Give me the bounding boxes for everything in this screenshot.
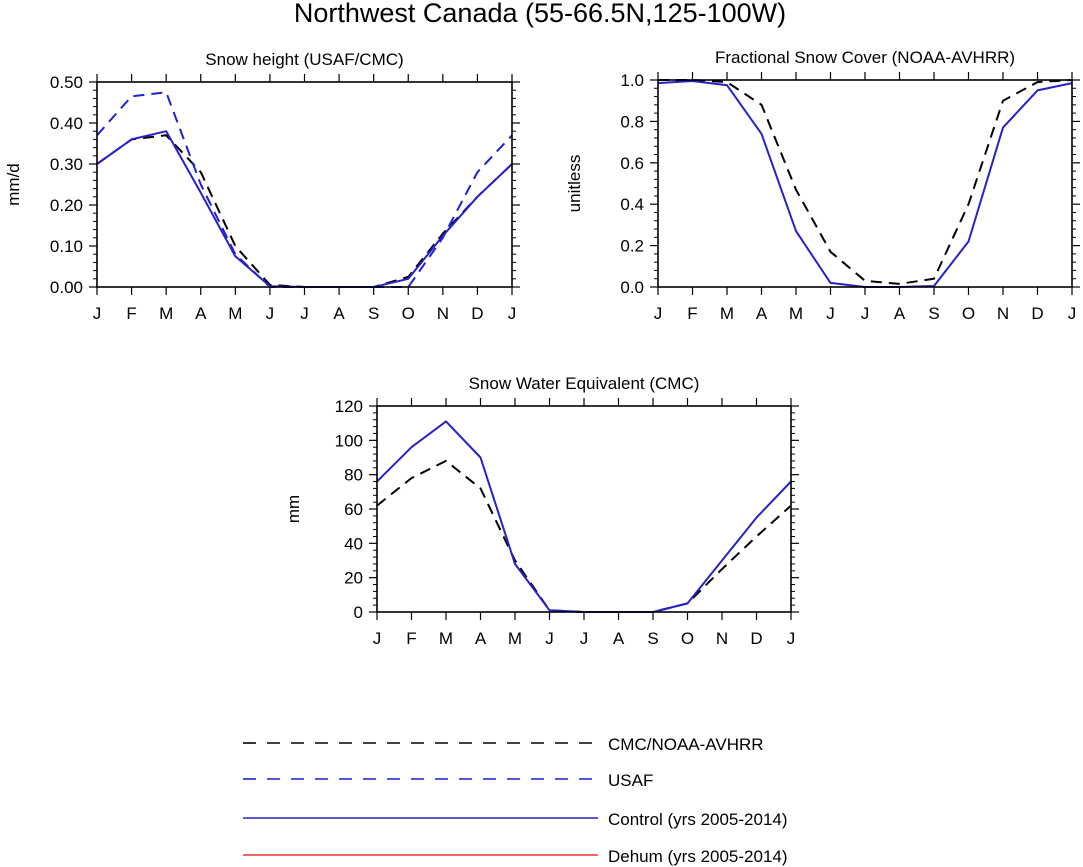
- chart2-xtick-label: F: [406, 629, 416, 648]
- chart0-ytick-label: 0.30: [50, 155, 83, 174]
- chart2-xtick-label: A: [475, 629, 487, 648]
- chart1-series-control: [657, 80, 1073, 288]
- chart1-xtick-label: M: [720, 304, 734, 323]
- chart2-ytick-label: 120: [335, 397, 363, 416]
- chart1-xtick-label: A: [894, 304, 906, 323]
- chart0-xtick-label: A: [195, 304, 207, 323]
- chart0-ytick-label: 0.00: [50, 278, 83, 297]
- legend-entry-cmc: CMC/NOAA-AVHRR: [243, 735, 764, 754]
- chart1-xtick-label: J: [826, 304, 835, 323]
- chart0-xtick-label: J: [300, 304, 309, 323]
- chart2-title: Snow Water Equivalent (CMC): [469, 374, 700, 393]
- legend: CMC/NOAA-AVHRR USAF Control (yrs 2005-20…: [243, 735, 788, 866]
- chart2-plot-frame: [376, 405, 792, 613]
- chart1-xtick-label: D: [1031, 304, 1043, 323]
- legend-label-control: Control (yrs 2005-2014): [608, 810, 788, 829]
- chart1-plot-frame: [657, 79, 1073, 288]
- chart1-ytick-label: 0.8: [620, 112, 644, 131]
- chart2-xtick-label: J: [545, 629, 554, 648]
- chart1-ylabel: unitless: [565, 155, 584, 213]
- chart1-ytick-label: 1.0: [620, 71, 644, 90]
- chart0-xtick-label: M: [159, 304, 173, 323]
- chart2-ytick-label: 40: [344, 534, 363, 553]
- chart2-xtick-label: J: [787, 629, 796, 648]
- legend-label-usaf: USAF: [608, 771, 653, 790]
- chart2-ytick-label: 100: [335, 431, 363, 450]
- chart1-xtick-label: N: [997, 304, 1009, 323]
- chart1-ytick-label: 0.0: [620, 278, 644, 297]
- chart0-xtick-label: J: [266, 304, 275, 323]
- chart1-title: Fractional Snow Cover (NOAA-AVHRR): [715, 48, 1015, 67]
- chart0-title: Snow height (USAF/CMC): [205, 50, 403, 69]
- chart1-xtick-label: O: [962, 304, 975, 323]
- chart0-xtick-label: O: [402, 304, 415, 323]
- chart0-xtick-label: S: [368, 304, 379, 323]
- figure-title: Northwest Canada (55-66.5N,125-100W): [294, 0, 786, 28]
- chart0-series-usaf: [96, 91, 513, 288]
- chart2-ylabel: mm: [284, 495, 303, 523]
- legend-label-dehum: Dehum (yrs 2005-2014): [608, 847, 788, 866]
- swe-panel: Snow Water Equivalent (CMC) mm 0 20 40 60 80 10…: [284, 374, 799, 648]
- chart0-ytick-label: 0.50: [50, 73, 83, 92]
- snow-height-panel: Snow height (USAF/CMC) mm/d 0.00 0.10 0.20 0.…: [4, 50, 520, 323]
- chart0-xtick-label: M: [228, 304, 242, 323]
- chart2-xtick-label: D: [750, 629, 762, 648]
- chart0-xtick-label: J: [508, 304, 517, 323]
- chart2-ytick-label: 80: [344, 466, 363, 485]
- chart2-ytick-label: 20: [344, 569, 363, 588]
- chart0-xtick-label: J: [93, 304, 102, 323]
- chart1-xtick-label: M: [789, 304, 803, 323]
- legend-entry-dehum: Dehum (yrs 2005-2014): [243, 847, 788, 866]
- chart2-ytick-label: 0: [354, 603, 363, 622]
- chart1-xtick-label: J: [861, 304, 870, 323]
- chart2-xtick-label: J: [580, 629, 589, 648]
- chart2-xtick-label: N: [716, 629, 728, 648]
- snow-cover-panel: Fractional Snow Cover (NOAA-AVHRR) unitle…: [565, 48, 1080, 323]
- chart2-xtick-label: J: [373, 629, 382, 648]
- chart1-xtick-label: A: [756, 304, 768, 323]
- chart2-series-control: [376, 420, 792, 613]
- chart1-xtick-label: S: [928, 304, 939, 323]
- chart1-xtick-label: F: [687, 304, 697, 323]
- chart0-ytick-label: 0.40: [50, 114, 83, 133]
- chart2-xtick-label: M: [439, 629, 453, 648]
- chart0-ytick-label: 0.10: [50, 237, 83, 256]
- chart0-ylabel: mm/d: [4, 163, 23, 206]
- chart1-ytick-label: 0.2: [620, 237, 644, 256]
- chart2-xtick-label: S: [647, 629, 658, 648]
- chart1-ytick-label: 0.6: [620, 154, 644, 173]
- chart0-xtick-label: N: [437, 304, 449, 323]
- chart0-plot-frame: [96, 81, 513, 288]
- chart1-ytick-label: 0.4: [620, 195, 644, 214]
- chart1-xtick-label: J: [1068, 304, 1077, 323]
- chart1-xtick-label: J: [654, 304, 663, 323]
- chart0-series-control: [96, 130, 513, 288]
- chart1-series-cmcnoaaavhrr: [658, 79, 1073, 285]
- chart2-xtick-label: A: [613, 629, 625, 648]
- chart0-ytick-label: 0.20: [50, 196, 83, 215]
- chart0-xtick-label: D: [471, 304, 483, 323]
- chart0-series-cmcnoaaavhrr: [96, 134, 513, 288]
- chart2-xtick-label: O: [681, 629, 694, 648]
- chart2-xtick-label: M: [508, 629, 522, 648]
- legend-entry-control: Control (yrs 2005-2014): [243, 810, 788, 829]
- chart2-series-cmcnoaaavhrr: [376, 459, 792, 613]
- chart2-ytick-label: 60: [344, 500, 363, 519]
- chart0-xtick-label: F: [126, 304, 136, 323]
- legend-entry-usaf: USAF: [243, 771, 653, 790]
- legend-label-cmc: CMC/NOAA-AVHRR: [608, 735, 764, 754]
- chart0-xtick-label: A: [333, 304, 345, 323]
